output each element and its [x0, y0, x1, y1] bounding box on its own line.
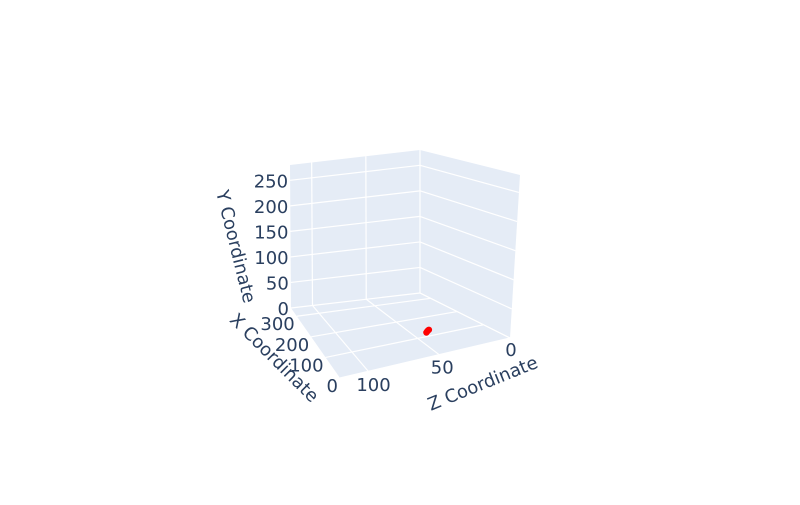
data-point	[426, 327, 432, 333]
z-tick-label: 50	[431, 358, 454, 379]
y-tick-label: 250	[254, 171, 288, 192]
x-tick-label: 300	[260, 314, 294, 335]
z-tick-label: 100	[356, 375, 390, 396]
y-axis-title: Y Coordinate	[211, 187, 260, 305]
y-tick-label: 100	[254, 248, 288, 269]
y-tick-label: 200	[254, 197, 288, 218]
x-tick-label: 100	[289, 355, 323, 376]
x-tick-label: 200	[275, 335, 309, 356]
z-grid-line	[312, 163, 313, 306]
y-tick-label: 50	[266, 273, 289, 294]
x-tick-label: 0	[327, 376, 338, 397]
z-tick-label: 0	[505, 340, 516, 361]
y-tick-label: 150	[254, 222, 288, 243]
